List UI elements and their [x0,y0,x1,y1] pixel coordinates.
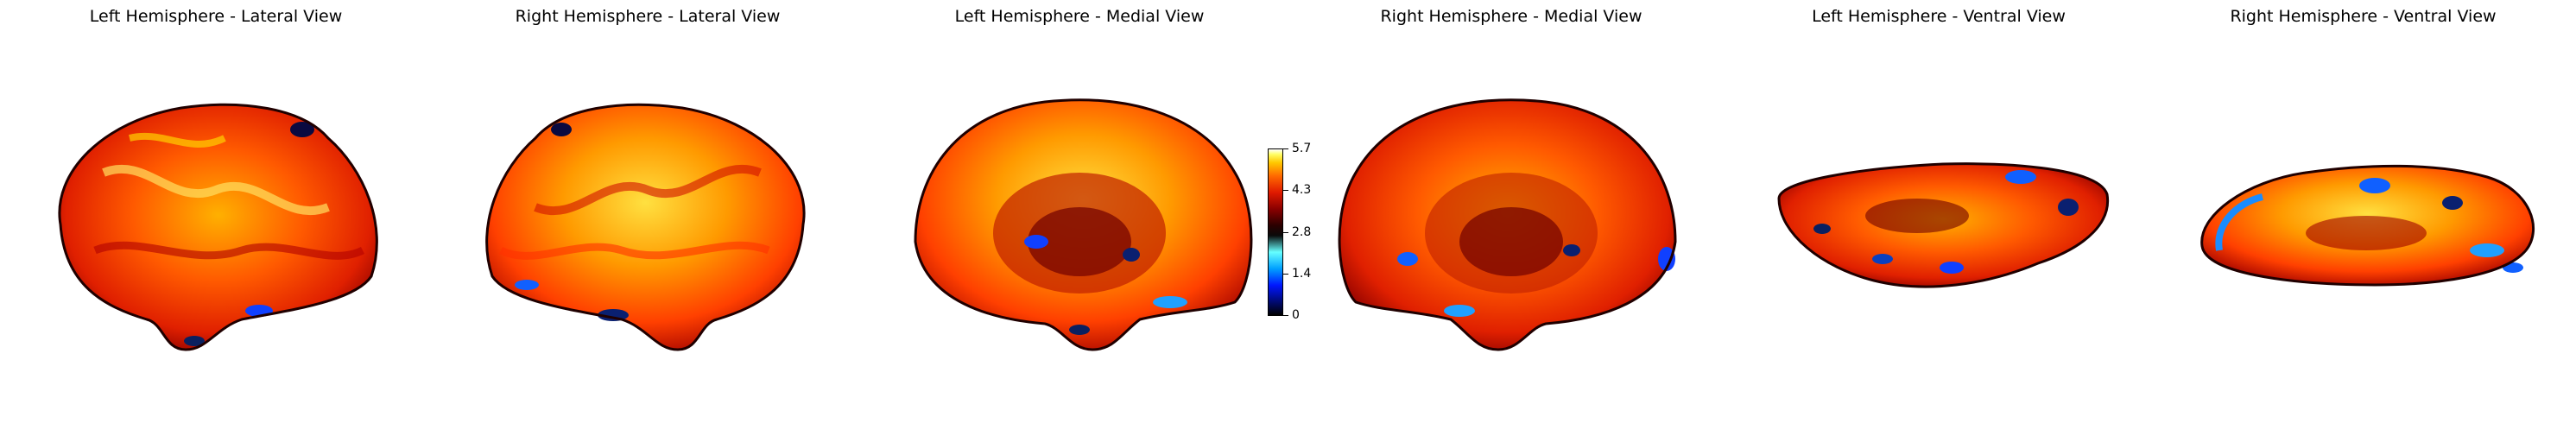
panel-right-lateral: Right Hemisphere - Lateral View [432,0,864,442]
colorbar-tick-label: 4.3 [1292,183,1312,197]
panel-title: Right Hemisphere - Medial View [1380,7,1642,26]
colorbar-tick-label: 2.8 [1292,225,1312,239]
panel-title: Left Hemisphere - Ventral View [1812,7,2066,26]
colorbar-tick-label: 0 [1292,308,1300,322]
colorbar-tick [1283,274,1288,275]
brain-surface-right-medial [1338,98,1677,351]
brain-surface-right-lateral [485,103,806,351]
colorbar [1268,148,1283,316]
brain-surface-left-lateral [58,103,378,351]
panel-left-ventral: Left Hemisphere - Ventral View [1727,0,2150,442]
colorbar-tick [1283,232,1288,233]
panel-right-ventral: Right Hemisphere - Ventral View [2150,0,2576,442]
panel-right-medial: Right Hemisphere - Medial View [1295,0,1727,442]
colorbar-tick [1283,190,1288,191]
panel-left-medial: Left Hemisphere - Medial View [864,0,1295,442]
colorbar-tick-label: 1.4 [1292,267,1312,281]
panel-title: Right Hemisphere - Lateral View [515,7,781,26]
panel-left-lateral: Left Hemisphere - Lateral View [0,0,432,442]
brain-surface-left-ventral [1777,162,2110,288]
brain-surface-right-ventral [2200,164,2535,287]
colorbar-tick-label: 5.7 [1292,142,1312,155]
panel-title: Left Hemisphere - Lateral View [89,7,343,26]
colorbar-tick [1283,315,1288,316]
brain-surface-left-medial [914,98,1253,351]
panel-title: Right Hemisphere - Ventral View [2230,7,2497,26]
panel-title: Left Hemisphere - Medial View [954,7,1205,26]
colorbar-tick [1283,148,1288,149]
